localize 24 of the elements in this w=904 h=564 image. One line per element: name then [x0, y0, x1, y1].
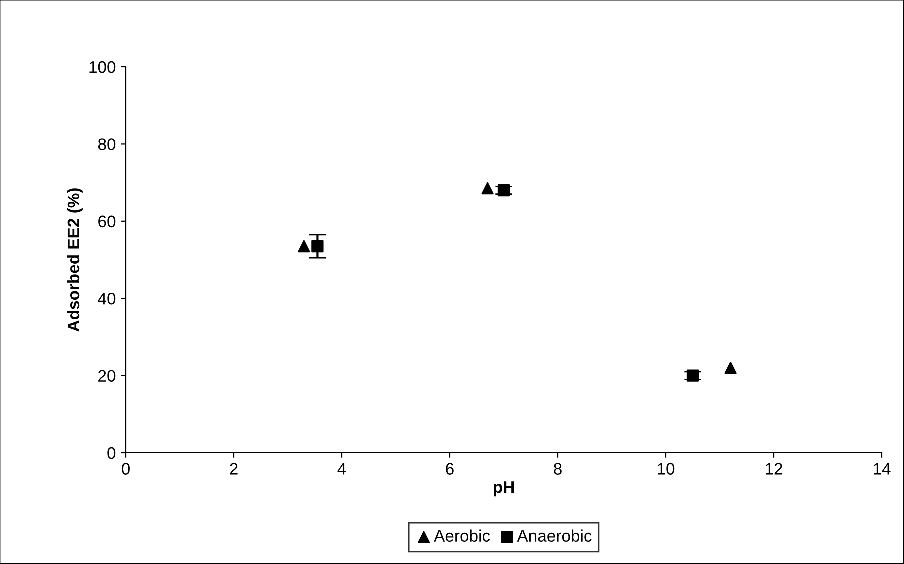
- x-tick-label: 10: [658, 463, 675, 475]
- x-tick-label: 12: [766, 463, 782, 475]
- point: [482, 182, 494, 195]
- x-axis-title: pH: [494, 482, 514, 497]
- legend-label: Anaerobic: [517, 530, 592, 542]
- x-tick-label: 0: [122, 463, 130, 475]
- x-tick-label: 14: [874, 463, 891, 475]
- legend-label: Aerobic: [434, 530, 490, 542]
- y-tick-label: 60: [98, 216, 116, 228]
- y-tick-label: 0: [108, 447, 116, 460]
- x-tick-label: 8: [554, 463, 562, 475]
- point: [312, 240, 324, 253]
- point: [686, 370, 700, 382]
- point: [298, 240, 310, 253]
- x-tick-label: 4: [338, 463, 346, 475]
- y-tick-label: 80: [98, 138, 116, 150]
- y-tick-label: 20: [98, 370, 116, 382]
- y-axis-title: Adsorbed EE2 (%): [67, 188, 83, 332]
- point: [498, 184, 510, 197]
- point: [724, 362, 737, 374]
- x-tick-label: 6: [446, 463, 454, 475]
- y-tick-label: 100: [90, 61, 116, 74]
- y-tick-label: 40: [98, 293, 116, 305]
- x-tick-label: 2: [230, 463, 238, 475]
